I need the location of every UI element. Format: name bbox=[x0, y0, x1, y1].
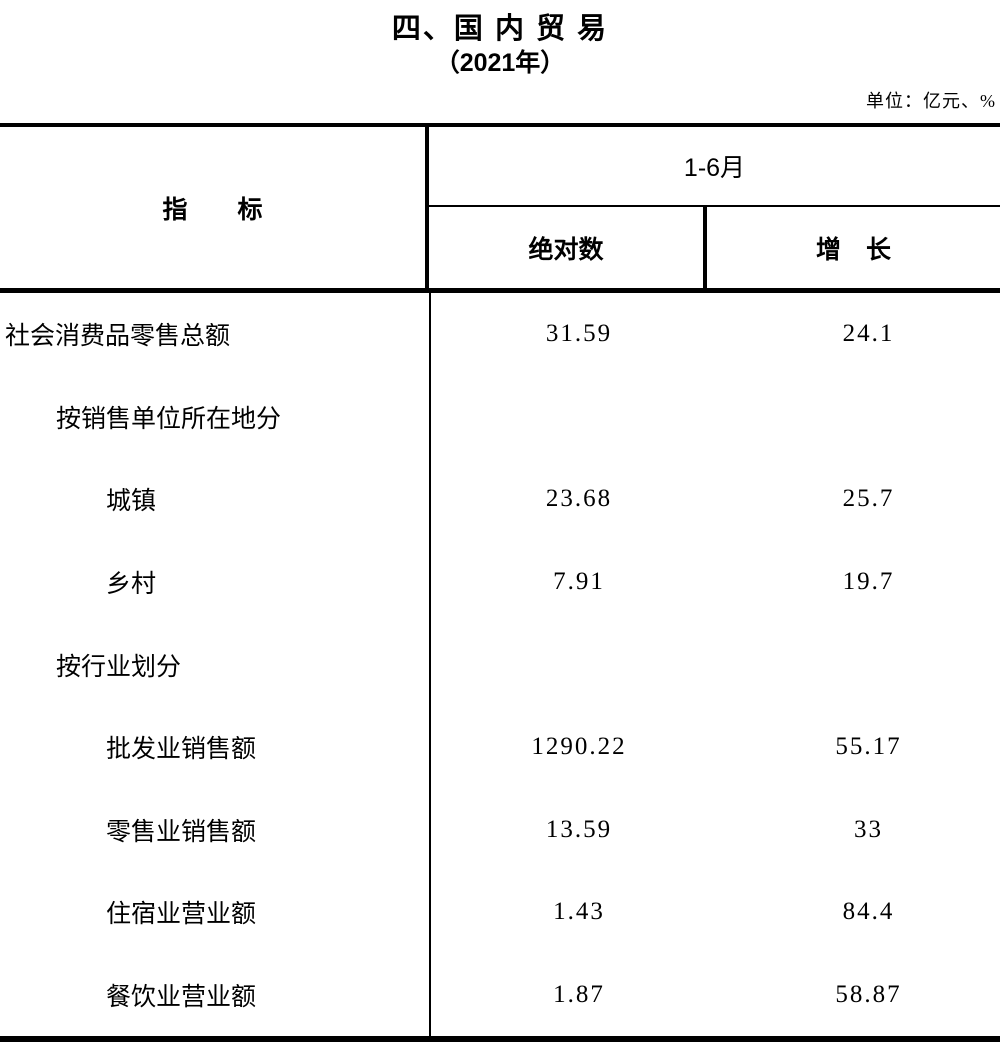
row-label-cell: 餐饮业营业额 bbox=[0, 953, 431, 1037]
table-row: 住宿业营业额 1.43 84.4 bbox=[0, 871, 1000, 954]
absolute-header-cell: 绝对数 bbox=[429, 207, 707, 288]
period-header-cell: 1-6月 bbox=[429, 127, 1000, 207]
table-row: 零售业销售额 13.59 33 bbox=[0, 788, 1000, 872]
absolute-value-cell: 13.59 bbox=[545, 815, 613, 843]
table-body: 社会消费品零售总额 31.59 24.1 按销售单位所在地分 城镇 23.68 … bbox=[0, 293, 1000, 1042]
table-row: 社会消费品零售总额 31.59 24.1 bbox=[0, 293, 1000, 376]
row-label-cell: 乡村 bbox=[0, 540, 431, 624]
absolute-value-cell: 1.43 bbox=[553, 898, 605, 926]
growth-value-cell: 19.7 bbox=[842, 568, 895, 596]
growth-value-cell: 84.4 bbox=[842, 898, 895, 926]
absolute-value-cell bbox=[431, 623, 713, 706]
growth-value-cell bbox=[713, 623, 1000, 706]
growth-value-cell: 25.7 bbox=[842, 485, 895, 513]
row-label-cell: 批发业销售额 bbox=[0, 705, 431, 789]
period-header-group: 1-6月 绝对数 增 长 bbox=[429, 127, 1000, 288]
table-row: 批发业销售额 1290.22 55.17 bbox=[0, 705, 1000, 789]
growth-value-cell: 55.17 bbox=[835, 733, 902, 761]
absolute-value-cell: 1.87 bbox=[553, 981, 605, 1009]
table-row: 乡村 7.91 19.7 bbox=[0, 540, 1000, 624]
table-row: 餐饮业营业额 1.87 58.87 bbox=[0, 953, 1000, 1037]
row-label-cell: 城镇 bbox=[0, 458, 431, 541]
growth-value-cell bbox=[713, 376, 1000, 459]
unit-note: 单位：亿元、% bbox=[866, 91, 996, 111]
growth-value-cell: 58.87 bbox=[835, 981, 902, 1009]
absolute-value-cell: 23.68 bbox=[545, 485, 613, 513]
indicator-header-cell: 指 标 bbox=[0, 127, 429, 288]
growth-header-cell: 增 长 bbox=[815, 235, 891, 264]
table-header: 指 标 1-6月 绝对数 增 长 bbox=[0, 123, 1000, 293]
row-label-cell: 社会消费品零售总额 bbox=[0, 293, 431, 376]
row-label-cell: 住宿业营业额 bbox=[0, 871, 431, 954]
table-row: 城镇 23.68 25.7 bbox=[0, 458, 1000, 541]
absolute-value-cell: 7.91 bbox=[553, 568, 605, 596]
sub-header-row: 绝对数 增 长 bbox=[429, 207, 1000, 288]
page-title: 四、国 内 贸 易 bbox=[391, 13, 609, 45]
page-subtitle: （2021年） bbox=[434, 49, 566, 77]
data-table: 指 标 1-6月 绝对数 增 长 社会消费品零售总额 31.59 24.1 按销… bbox=[0, 123, 1000, 1042]
table-row: 按行业划分 bbox=[0, 623, 1000, 706]
table-row: 按销售单位所在地分 bbox=[0, 375, 1000, 459]
absolute-value-cell bbox=[431, 376, 713, 459]
absolute-value-cell: 31.59 bbox=[545, 320, 613, 348]
row-label-cell: 按销售单位所在地分 bbox=[0, 375, 431, 459]
growth-value-cell: 24.1 bbox=[842, 320, 895, 348]
row-label-cell: 按行业划分 bbox=[0, 623, 431, 706]
absolute-value-cell: 1290.22 bbox=[531, 733, 627, 761]
row-label-cell: 零售业销售额 bbox=[0, 788, 431, 872]
growth-value-cell: 33 bbox=[854, 815, 883, 843]
